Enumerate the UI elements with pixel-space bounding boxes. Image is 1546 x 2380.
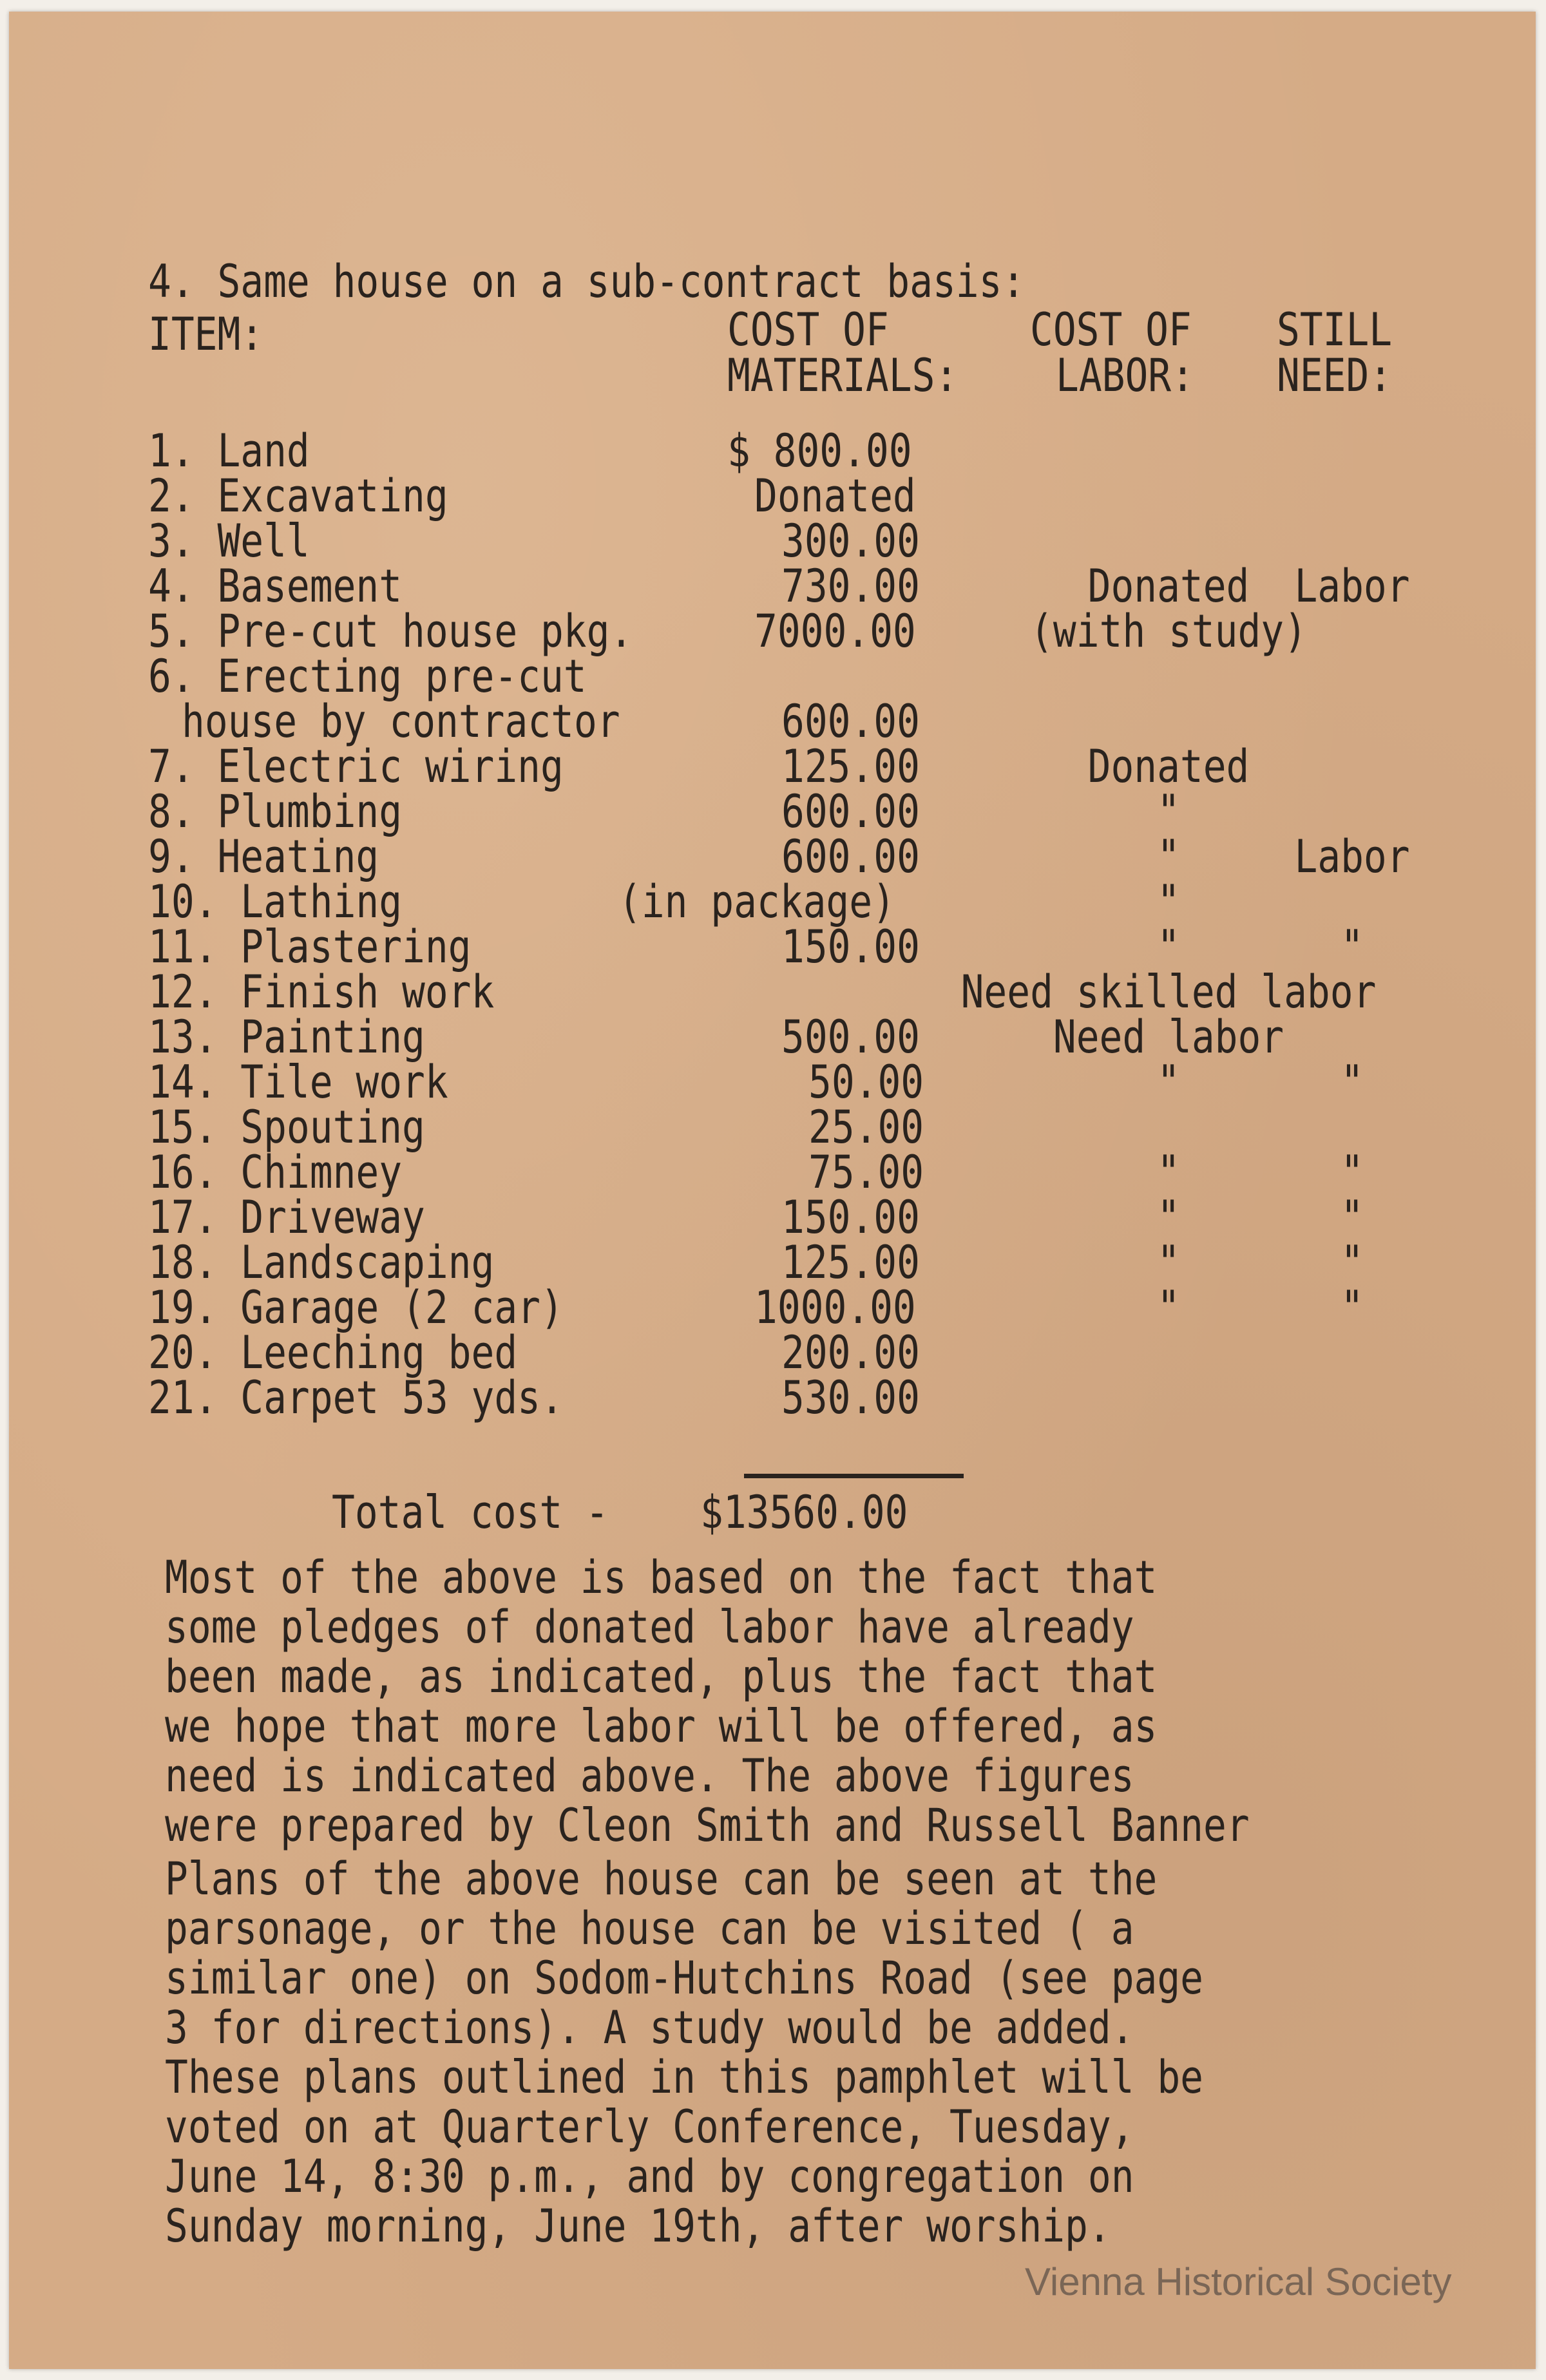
paragraph-line: been made, as indicated, plus the fact t… bbox=[165, 1650, 1158, 1703]
row-item: 20. Leeching bed bbox=[148, 1326, 518, 1379]
row-item: 12. Finish work bbox=[148, 966, 495, 1018]
row-still-need: Labor bbox=[1294, 560, 1410, 613]
row-item: 18. Landscaping bbox=[148, 1236, 495, 1289]
column-header-still-need: STILL bbox=[1277, 303, 1393, 356]
row-still-need: " bbox=[1341, 1191, 1364, 1244]
paragraph-line: June 14, 8:30 p.m., and by congregation … bbox=[165, 2150, 1134, 2203]
row-labor-cost: Donated bbox=[1087, 740, 1250, 793]
row-materials-cost: 530.00 bbox=[781, 1371, 921, 1424]
paragraph-line: parsonage, or the house can be visited (… bbox=[165, 1902, 1134, 1955]
row-item: 8. Plumbing bbox=[148, 785, 403, 838]
row-labor-cost: Need labor bbox=[1053, 1011, 1284, 1063]
row-materials-cost: 150.00 bbox=[781, 1191, 921, 1244]
paragraph-line: were prepared by Cleon Smith and Russell… bbox=[165, 1799, 1250, 1852]
row-materials-cost: 75.00 bbox=[808, 1146, 924, 1199]
row-item: 21. Carpet 53 yds. bbox=[148, 1371, 564, 1424]
row-materials-cost: $ 800.00 bbox=[727, 424, 912, 477]
row-materials-cost: 600.00 bbox=[781, 695, 921, 748]
row-still-need: " bbox=[1341, 1236, 1364, 1289]
paragraph-line: voted on at Quarterly Conference, Tuesda… bbox=[165, 2100, 1134, 2153]
row-materials-cost: 7000.00 bbox=[754, 605, 916, 658]
row-labor-cost: " bbox=[1157, 1146, 1180, 1199]
row-item: 16. Chimney bbox=[148, 1146, 403, 1199]
row-materials-cost: 125.00 bbox=[781, 740, 921, 793]
column-header-materials: COST OF bbox=[727, 303, 889, 356]
row-materials-cost: 125.00 bbox=[781, 1236, 921, 1289]
row-materials-cost: 1000.00 bbox=[754, 1281, 916, 1334]
row-item: 4. Basement bbox=[148, 560, 403, 613]
row-item: 1. Land bbox=[148, 424, 310, 477]
row-item: 9. Heating bbox=[148, 830, 379, 883]
column-header-labor: COST OF bbox=[1030, 303, 1192, 356]
row-still-need: " bbox=[1341, 920, 1364, 973]
total-label: Total cost - bbox=[332, 1486, 609, 1539]
row-materials-cost: 25.00 bbox=[808, 1101, 924, 1154]
row-item: 10. Lathing bbox=[148, 875, 403, 928]
row-labor-cost: " bbox=[1157, 785, 1180, 838]
row-labor-cost: " bbox=[1157, 1236, 1180, 1289]
row-item: 7. Electric wiring bbox=[148, 740, 564, 793]
column-header-still-need: NEED: bbox=[1277, 349, 1393, 402]
paragraph-line: Sunday morning, June 19th, after worship… bbox=[165, 2200, 1111, 2252]
row-materials-cost: 730.00 bbox=[781, 560, 921, 613]
row-item: 3. Well bbox=[148, 515, 310, 567]
paragraph-line: These plans outlined in this pamphlet wi… bbox=[165, 2051, 1203, 2104]
row-item: 17. Driveway bbox=[148, 1191, 425, 1244]
paragraph-line: 3 for directions). A study would be adde… bbox=[165, 2001, 1134, 2054]
total-value: $13560.00 bbox=[700, 1486, 908, 1539]
paragraph-line: need is indicated above. The above figur… bbox=[165, 1749, 1134, 1802]
row-still-need: " bbox=[1341, 1146, 1364, 1199]
paragraph-line: Plans of the above house can be seen at … bbox=[165, 1852, 1158, 1905]
document-page: 4. Same house on a sub-contract basis: I… bbox=[9, 12, 1536, 2369]
row-labor-cost: " bbox=[1157, 830, 1180, 883]
row-item: 19. Garage (2 car) bbox=[148, 1281, 564, 1334]
row-labor-cost: " bbox=[1157, 920, 1180, 973]
column-header-labor: LABOR: bbox=[1056, 349, 1194, 402]
row-labor-cost: " bbox=[1157, 1281, 1180, 1334]
row-materials-cost: 300.00 bbox=[781, 515, 921, 567]
paragraph-line: similar one) on Sodom-Hutchins Road (see… bbox=[165, 1952, 1203, 2004]
row-materials-cost: 600.00 bbox=[781, 830, 921, 883]
row-labor-cost: Donated bbox=[1087, 560, 1250, 613]
row-still-need: Labor bbox=[1294, 830, 1410, 883]
section-heading: 4. Same house on a sub-contract basis: bbox=[148, 255, 1026, 308]
row-item: 13. Painting bbox=[148, 1011, 425, 1063]
row-labor-cost: Need skilled labor bbox=[960, 966, 1377, 1018]
row-still-need: " bbox=[1341, 1056, 1364, 1109]
row-item: 5. Pre-cut house pkg. bbox=[148, 605, 633, 658]
watermark: Vienna Historical Society bbox=[1025, 2260, 1452, 2303]
row-materials-cost: 200.00 bbox=[781, 1326, 921, 1379]
row-materials-cost: 500.00 bbox=[781, 1011, 921, 1063]
row-labor-cost: " bbox=[1157, 875, 1180, 928]
column-header-item: ITEM: bbox=[148, 308, 264, 361]
row-still-need: " bbox=[1341, 1281, 1364, 1334]
row-materials-cost: 600.00 bbox=[781, 785, 921, 838]
row-materials-cost: (in package) bbox=[618, 875, 896, 928]
row-item: 11. Plastering bbox=[148, 920, 472, 973]
row-item: 15. Spouting bbox=[148, 1101, 425, 1154]
total-underline bbox=[744, 1474, 964, 1478]
paragraph-line: Most of the above is based on the fact t… bbox=[165, 1551, 1158, 1604]
row-materials-cost: Donated bbox=[754, 470, 916, 522]
paragraph-line: some pledges of donated labor have alrea… bbox=[165, 1601, 1134, 1653]
row-item-continued: house by contractor bbox=[182, 695, 620, 748]
row-materials-cost: 150.00 bbox=[781, 920, 921, 973]
paragraph-line: we hope that more labor will be offered,… bbox=[165, 1700, 1158, 1753]
row-labor-cost: " bbox=[1157, 1056, 1180, 1109]
row-materials-cost: 50.00 bbox=[808, 1056, 924, 1109]
row-item: 14. Tile work bbox=[148, 1056, 448, 1109]
column-header-materials: MATERIALS: bbox=[727, 349, 959, 402]
row-labor-cost: " bbox=[1157, 1191, 1180, 1244]
row-item: 2. Excavating bbox=[148, 470, 448, 522]
row-labor-cost: (with study) bbox=[1030, 605, 1307, 658]
row-item: 6. Erecting pre-cut bbox=[148, 650, 587, 703]
